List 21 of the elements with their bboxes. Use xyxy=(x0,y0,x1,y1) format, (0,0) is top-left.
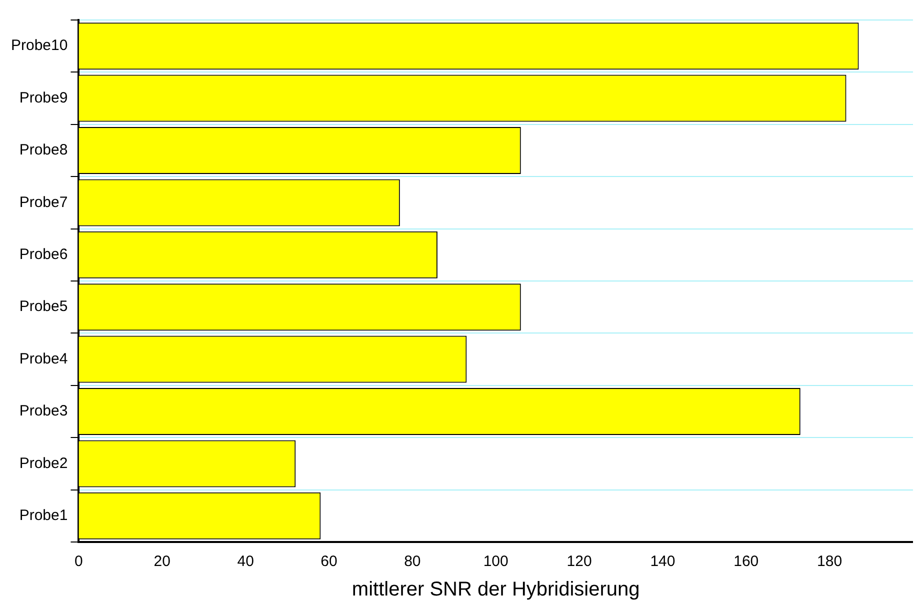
y-tick-label: Probe6 xyxy=(19,246,68,264)
y-tick-label: Probe9 xyxy=(19,89,68,106)
x-tick-label: 0 xyxy=(74,553,83,570)
y-tick-label: Probe2 xyxy=(19,454,68,472)
y-tick-label: Probe1 xyxy=(19,507,68,524)
x-tick-label: 40 xyxy=(237,553,254,570)
x-tick-label: 100 xyxy=(483,553,508,570)
y-tick-label: Probe7 xyxy=(19,194,68,211)
x-tick-label: 20 xyxy=(154,553,170,570)
y-tick-label: Probe3 xyxy=(19,402,68,420)
x-tick-label: 80 xyxy=(404,553,421,570)
y-tick-label: Probe5 xyxy=(19,298,68,316)
x-tick-label: 160 xyxy=(734,553,759,570)
y-tick-label: Probe10 xyxy=(10,37,68,54)
x-tick-label: 180 xyxy=(817,553,842,570)
x-tick-label: 140 xyxy=(650,553,676,570)
y-tick-label: Probe4 xyxy=(19,350,68,368)
x-tick-label: 60 xyxy=(320,553,338,570)
x-axis-title: mittlerer SNR der Hybridisierung xyxy=(352,578,640,601)
x-tick-label: 120 xyxy=(566,553,592,570)
y-tick-label: Probe8 xyxy=(19,142,68,159)
